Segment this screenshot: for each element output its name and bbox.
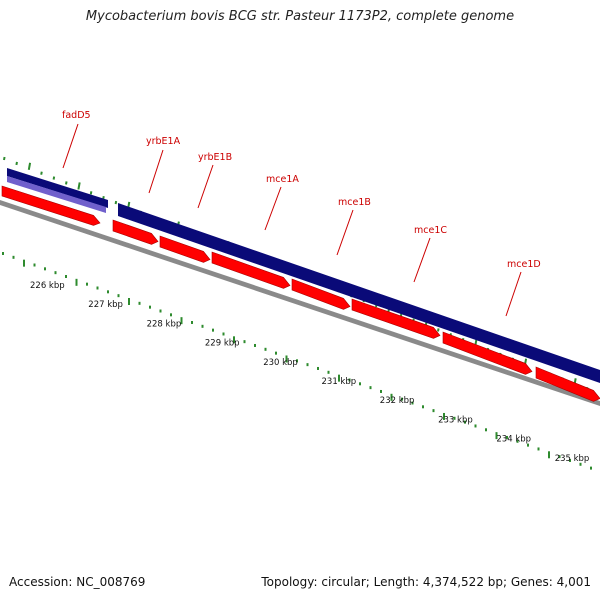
kbp-label-group: 226 kbp 227 kbp 228 kbp 229 kbp 230 kbp 231 k…: [30, 281, 589, 464]
gene-feature-bar: [7, 176, 106, 213]
gene-label-mce1b[interactable]: mce1B: [338, 197, 371, 208]
inner-tick-track: [2, 252, 592, 470]
outer-tick-mark: [65, 181, 68, 185]
kbp-label: 226 kbp: [30, 281, 65, 291]
cds-arrow: [159, 235, 211, 263]
cds-arrow: [1, 185, 101, 226]
genome-summary-text: Topology: circular; Length: 4,374,522 bp…: [261, 575, 591, 589]
gene-leader-line: [62, 123, 79, 169]
gene-leader-line: [505, 271, 522, 317]
gene-leader-line: [197, 164, 214, 209]
kbp-label: 235 kbp: [555, 454, 590, 464]
outer-tick-mark: [3, 156, 6, 161]
outer-tick-mark: [114, 200, 118, 205]
gene-feature-bar: [7, 168, 108, 208]
gene-leader-line: [336, 209, 354, 256]
cds-arrow: [211, 251, 291, 289]
gene-leader-line: [264, 186, 282, 231]
cds-arrow: [535, 366, 600, 402]
gene-label-mce1c[interactable]: mce1C: [414, 225, 447, 236]
cds-arrow: [442, 331, 533, 375]
accession-text: Accession: NC_008769: [9, 575, 146, 589]
kbp-label: 230 kbp: [263, 358, 298, 368]
kbp-label: 232 kbp: [380, 396, 415, 406]
outer-tick-mark: [89, 191, 93, 195]
gene-label-group: fadD5 yrbE1A yrbE1B mce1A mce1B mce1C mce1D: [62, 110, 541, 317]
gene-leader-line: [413, 237, 431, 283]
gene-feature-bar: [118, 203, 600, 383]
gene-label-mce1d[interactable]: mce1D: [507, 259, 541, 270]
gene-leader-line: [148, 149, 164, 194]
kbp-label: 229 kbp: [205, 339, 240, 349]
outer-tick-mark: [52, 176, 56, 180]
genome-backbone: [0, 200, 600, 406]
cds-arrow: [112, 219, 159, 245]
page-title: Mycobacterium bovis BCG str. Pasteur 117…: [85, 9, 515, 24]
gene-label-yrbe1b[interactable]: yrbE1B: [198, 152, 232, 163]
gene-label-fadd5[interactable]: fadD5: [62, 110, 91, 121]
outer-tick-mark: [77, 182, 81, 190]
kbp-label: 227 kbp: [88, 300, 123, 310]
outer-tick-mark: [437, 328, 440, 332]
kbp-label: 228 kbp: [147, 319, 182, 329]
kbp-label: 231 kbp: [322, 377, 357, 387]
feature-tracks: [0, 168, 600, 406]
cds-arrow: [291, 278, 351, 310]
outer-tick-mark: [40, 171, 43, 175]
outer-tick-mark: [15, 161, 18, 166]
kbp-label: 233 kbp: [438, 415, 473, 425]
gene-label-yrbe1a[interactable]: yrbE1A: [146, 136, 181, 147]
kbp-label: 234 kbp: [496, 435, 531, 445]
cds-arrow: [351, 298, 441, 339]
gene-label-mce1a[interactable]: mce1A: [266, 174, 299, 185]
outer-tick-mark: [27, 162, 32, 170]
